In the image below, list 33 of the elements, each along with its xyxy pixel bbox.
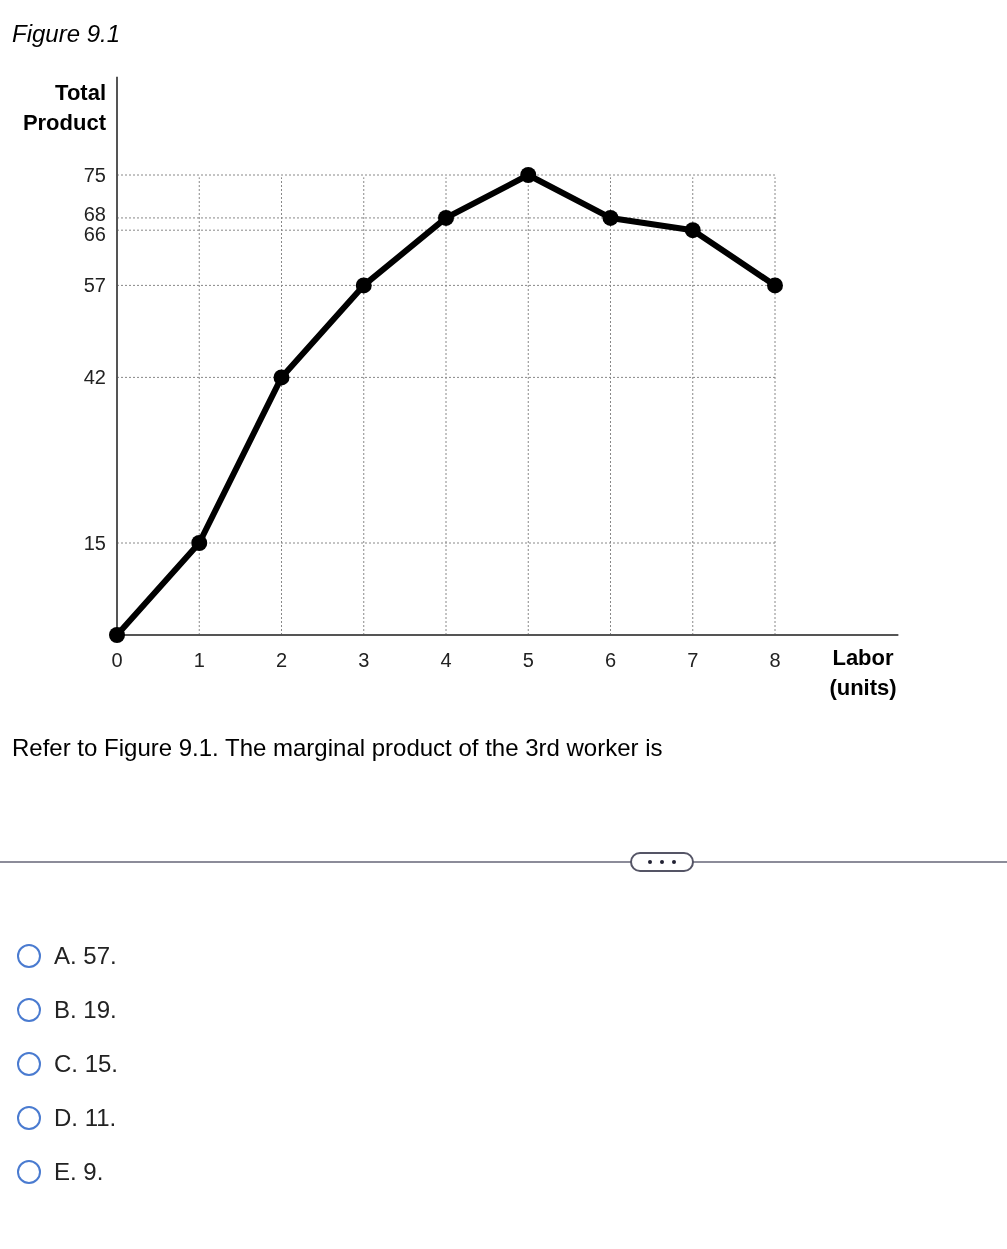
x-tick-label: 6 xyxy=(604,649,617,671)
point xyxy=(191,535,208,551)
y-tick-label: 75 xyxy=(83,164,106,186)
y-axis-title: Total Product xyxy=(22,80,107,135)
point xyxy=(520,167,537,183)
text: D. 11. xyxy=(54,1104,117,1131)
y-tick-label: 42 xyxy=(83,366,106,389)
x-tick-label: 5 xyxy=(522,649,534,671)
point xyxy=(273,369,290,386)
text: B. 19. xyxy=(54,996,117,1023)
text: Refer to Figure 9.1. The marginal product of the 3rd worker is xyxy=(12,734,663,761)
x-axis-title: Labor (units) xyxy=(829,645,897,700)
y-tick-label: 66 xyxy=(83,223,106,246)
y-tick-label: 57 xyxy=(83,274,106,297)
text: A. 57. xyxy=(54,942,117,969)
point xyxy=(438,209,454,226)
x-tick-label: 8 xyxy=(769,649,781,671)
x-tick-label: 4 xyxy=(440,649,452,671)
y-tick-label: 68 xyxy=(83,203,106,226)
y-tick-label: 15 xyxy=(83,532,106,554)
point xyxy=(684,222,701,239)
x-tick-label: 1 xyxy=(193,649,205,671)
text: C. 15. xyxy=(54,1050,119,1077)
chart-title: Figure 9.1 xyxy=(12,20,121,47)
x-tick-label: 3 xyxy=(358,649,370,671)
x-tick-label: 7 xyxy=(687,649,699,671)
x-tick-label: 0 xyxy=(111,649,123,671)
text: E. 9. xyxy=(54,1158,104,1185)
point xyxy=(355,277,372,294)
point xyxy=(602,209,619,226)
x-tick-label: 2 xyxy=(275,649,288,671)
point xyxy=(109,627,125,643)
point xyxy=(767,277,783,294)
